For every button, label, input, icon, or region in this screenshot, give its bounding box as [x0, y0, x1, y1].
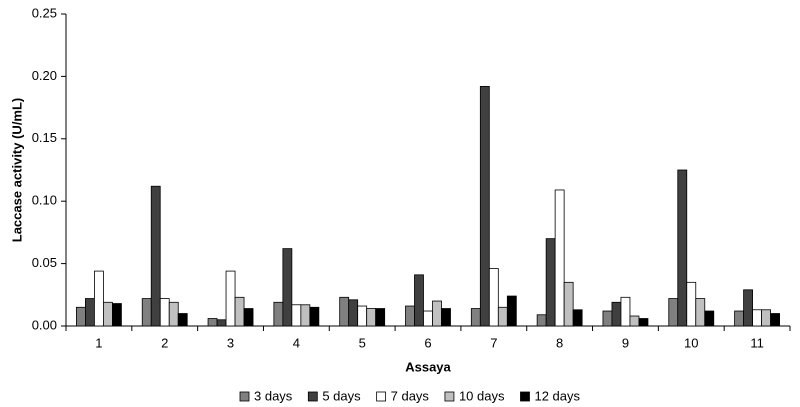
- x-tick-label: 8: [556, 335, 563, 350]
- legend-label: 3 days: [254, 388, 293, 403]
- bar: [761, 309, 771, 327]
- x-tick-label: 5: [359, 335, 366, 350]
- legend-label: 10 days: [459, 388, 505, 403]
- y-tick-label: 0.10: [32, 193, 57, 208]
- bar: [159, 298, 170, 327]
- x-tick-label: 6: [424, 335, 431, 350]
- bar: [94, 270, 104, 327]
- bar: [405, 305, 415, 327]
- bar: [620, 296, 631, 327]
- bar: [704, 310, 715, 327]
- bar: [563, 281, 574, 327]
- x-tick-label: 11: [750, 335, 764, 350]
- bar: [414, 274, 424, 327]
- bar: [677, 169, 688, 327]
- y-tick-label: 0.15: [32, 130, 57, 145]
- bar: [545, 238, 556, 327]
- x-tick-label: 9: [622, 335, 629, 350]
- legend-label: 12 days: [534, 388, 580, 403]
- bar: [375, 308, 386, 327]
- bar: [291, 304, 302, 327]
- bar: [76, 306, 86, 327]
- legend-label: 7 days: [391, 388, 430, 403]
- bar: [554, 189, 565, 327]
- bar: [611, 301, 622, 327]
- bar: [506, 295, 517, 327]
- bar: [300, 304, 311, 327]
- x-tick-label: 4: [293, 335, 300, 350]
- legend-swatch: [307, 391, 318, 402]
- x-tick-label: 7: [490, 335, 497, 350]
- bar: [536, 314, 547, 327]
- bar: [243, 308, 254, 327]
- bar: [743, 289, 753, 327]
- bar: [479, 85, 490, 327]
- bar: [207, 318, 218, 327]
- bar: [695, 298, 706, 327]
- bar: [348, 299, 359, 327]
- bar: [441, 308, 451, 327]
- x-tick-label: 3: [227, 335, 234, 350]
- x-tick-label: 1: [95, 335, 102, 350]
- y-tick-label: 0.05: [32, 255, 57, 270]
- bar: [141, 298, 152, 327]
- bar: [357, 305, 368, 327]
- bar: [339, 296, 350, 327]
- x-tick-label: 10: [684, 335, 698, 350]
- bar: [770, 313, 780, 327]
- y-tick-label: 0.25: [32, 5, 57, 20]
- bar: [752, 309, 762, 327]
- bar: [734, 310, 744, 327]
- legend-swatch: [444, 391, 455, 402]
- bar: [470, 308, 481, 327]
- x-axis-label: Assaya: [405, 359, 451, 374]
- legend-swatch: [520, 391, 530, 402]
- bar: [488, 268, 499, 327]
- bar: [432, 300, 442, 327]
- y-tick-label: 0.00: [32, 317, 57, 332]
- legend-swatch: [376, 391, 387, 402]
- bar: [309, 306, 320, 327]
- bar: [273, 301, 284, 327]
- bar: [572, 309, 583, 327]
- bar: [602, 310, 613, 327]
- bar: [282, 248, 293, 327]
- bar: [234, 296, 245, 327]
- bar: [629, 315, 640, 327]
- bar: [366, 308, 377, 327]
- bar: [177, 313, 188, 327]
- y-tick-label: 0.20: [32, 68, 57, 83]
- bar: [423, 310, 433, 327]
- bar: [85, 298, 95, 327]
- legend-label: 5 days: [322, 388, 361, 403]
- bar: [686, 281, 697, 327]
- bar: [168, 301, 179, 327]
- y-axis-label: Laccase activity (U/mL): [9, 98, 24, 243]
- legend-swatch: [239, 391, 250, 402]
- bar: [112, 303, 122, 327]
- x-tick-label: 2: [161, 335, 168, 350]
- bar: [497, 306, 508, 327]
- bar: [225, 270, 236, 327]
- bar: [638, 318, 649, 327]
- bar: [103, 301, 113, 327]
- bar: [668, 298, 679, 327]
- bar: [150, 185, 161, 327]
- bar: [216, 319, 227, 327]
